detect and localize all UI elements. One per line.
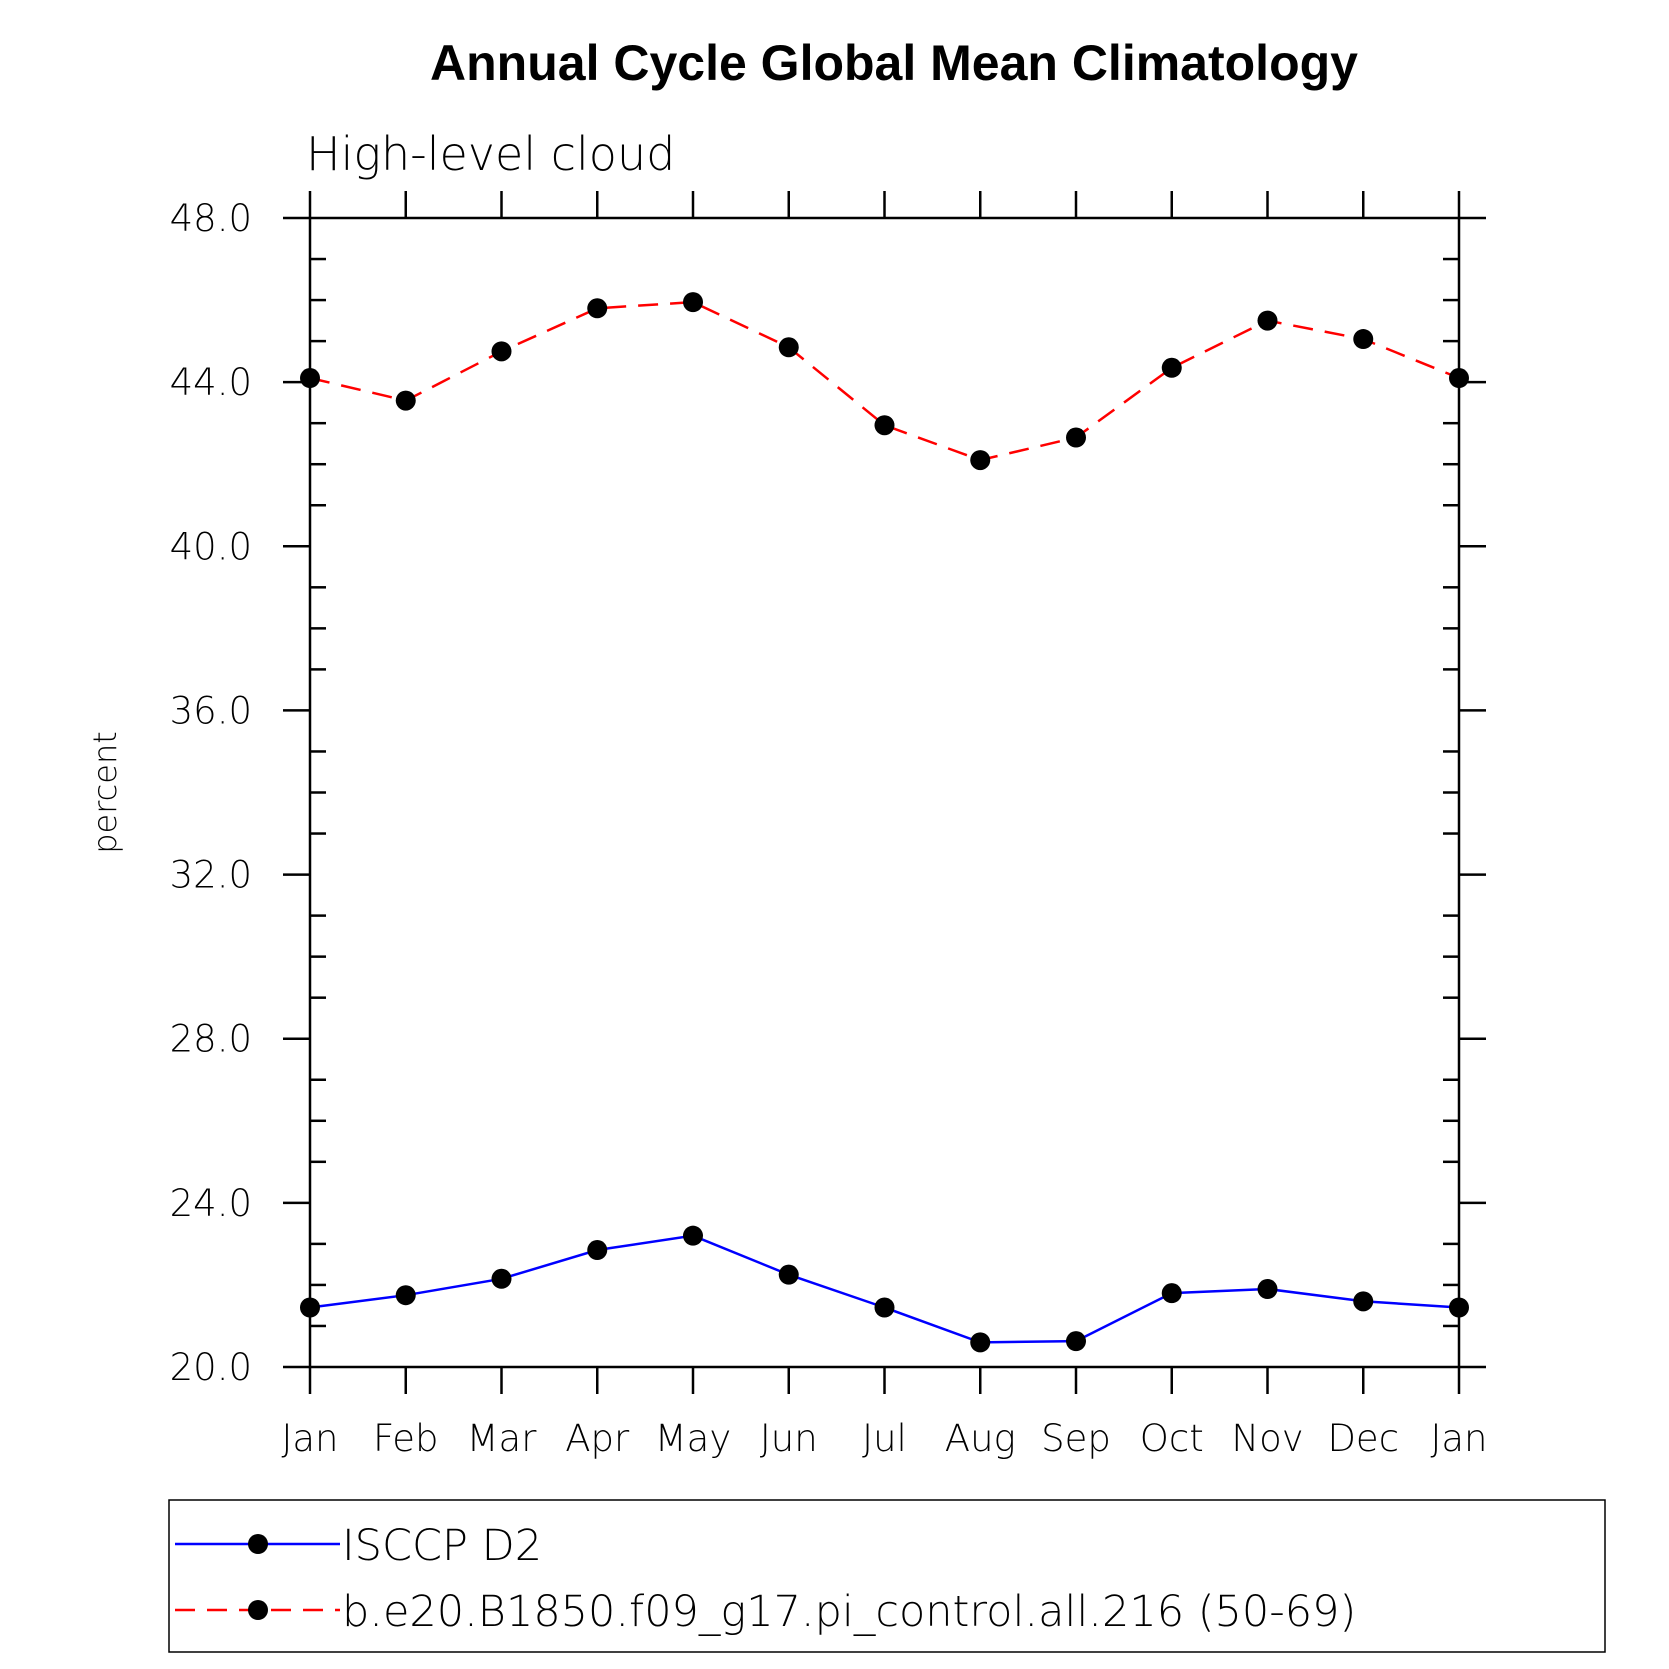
series-0-point: [1449, 1297, 1469, 1318]
series-0-point: [300, 1297, 320, 1318]
x-tick-label: Feb: [373, 1417, 439, 1460]
y-tick-label: 40.0: [170, 525, 252, 568]
series-0-point: [1257, 1279, 1278, 1300]
x-tick-label: Dec: [1327, 1417, 1399, 1460]
chart-title: Annual Cycle Global Mean Climatology: [430, 35, 1358, 91]
x-tick-label: Oct: [1140, 1417, 1204, 1460]
series-0-point: [1161, 1283, 1182, 1304]
series-1-point: [1449, 368, 1469, 389]
x-tick-label: Sep: [1041, 1417, 1111, 1460]
series-1-point: [1161, 357, 1182, 378]
series-0-point: [683, 1225, 703, 1246]
legend-label-model: b.e20.B1850.f09_g17.pi_control.all.216 (…: [342, 1587, 1356, 1637]
x-tick-label: Nov: [1231, 1417, 1303, 1460]
chart-subtitle: High-level cloud: [306, 127, 675, 181]
series-1-point: [395, 390, 416, 411]
tick-labels: Jan Feb Mar Apr May Jun Jul Aug Sep Oct Nov Dec Jan 2…: [170, 197, 1488, 1460]
y-tick-label: 20.0: [170, 1346, 252, 1389]
y-tick-label: 48.0: [170, 197, 252, 240]
series-0-point: [970, 1332, 991, 1353]
series-1-point: [491, 341, 512, 362]
x-tick-label: Aug: [945, 1417, 1016, 1460]
series-0-point: [395, 1285, 416, 1306]
series-1-point: [587, 298, 608, 319]
series-line-1: [309, 300, 1460, 462]
plot-frame: [308, 216, 1461, 1369]
x-tick-label: Apr: [565, 1417, 630, 1460]
series-0-point: [874, 1297, 895, 1318]
legend-label-isccp: ISCCP D2: [342, 1521, 542, 1571]
series-1-point: [970, 450, 991, 471]
series-0-point: [1066, 1331, 1086, 1352]
x-tick-label: Jan: [1430, 1417, 1487, 1460]
series-layer: [300, 292, 1469, 1353]
legend: ISCCP D2 b.e20.B1850.f09_g17.pi_control.…: [168, 1499, 1606, 1653]
legend-marker-model: [248, 1600, 268, 1620]
series-1-point: [778, 337, 799, 358]
y-tick-label: 32.0: [170, 854, 252, 897]
y-axis-label: percent: [86, 731, 124, 854]
y-tick-label: 44.0: [170, 361, 252, 404]
series-0-point: [491, 1268, 512, 1289]
series-0-point: [587, 1240, 608, 1261]
x-tick-label: Jan: [281, 1417, 338, 1460]
series-1-point: [1066, 427, 1086, 448]
series-0-point: [1353, 1291, 1374, 1312]
y-tick-label: 24.0: [170, 1182, 252, 1225]
x-tick-label: Mar: [467, 1417, 538, 1460]
series-1-point: [1353, 329, 1374, 350]
x-tick-label: Jul: [862, 1417, 907, 1460]
y-tick-label: 36.0: [170, 689, 252, 732]
series-0-point: [778, 1264, 799, 1285]
series-line-0: [309, 1234, 1460, 1344]
legend-frame: [168, 1499, 1606, 1653]
series-1-point: [1257, 310, 1278, 331]
series-1-point: [683, 292, 703, 313]
legend-marker-isccp: [248, 1534, 268, 1554]
series-1-point: [874, 415, 895, 436]
x-tick-label: May: [655, 1417, 732, 1460]
y-tick-label: 28.0: [170, 1018, 252, 1061]
x-tick-label: Jun: [760, 1417, 818, 1460]
series-1-point: [300, 368, 320, 389]
